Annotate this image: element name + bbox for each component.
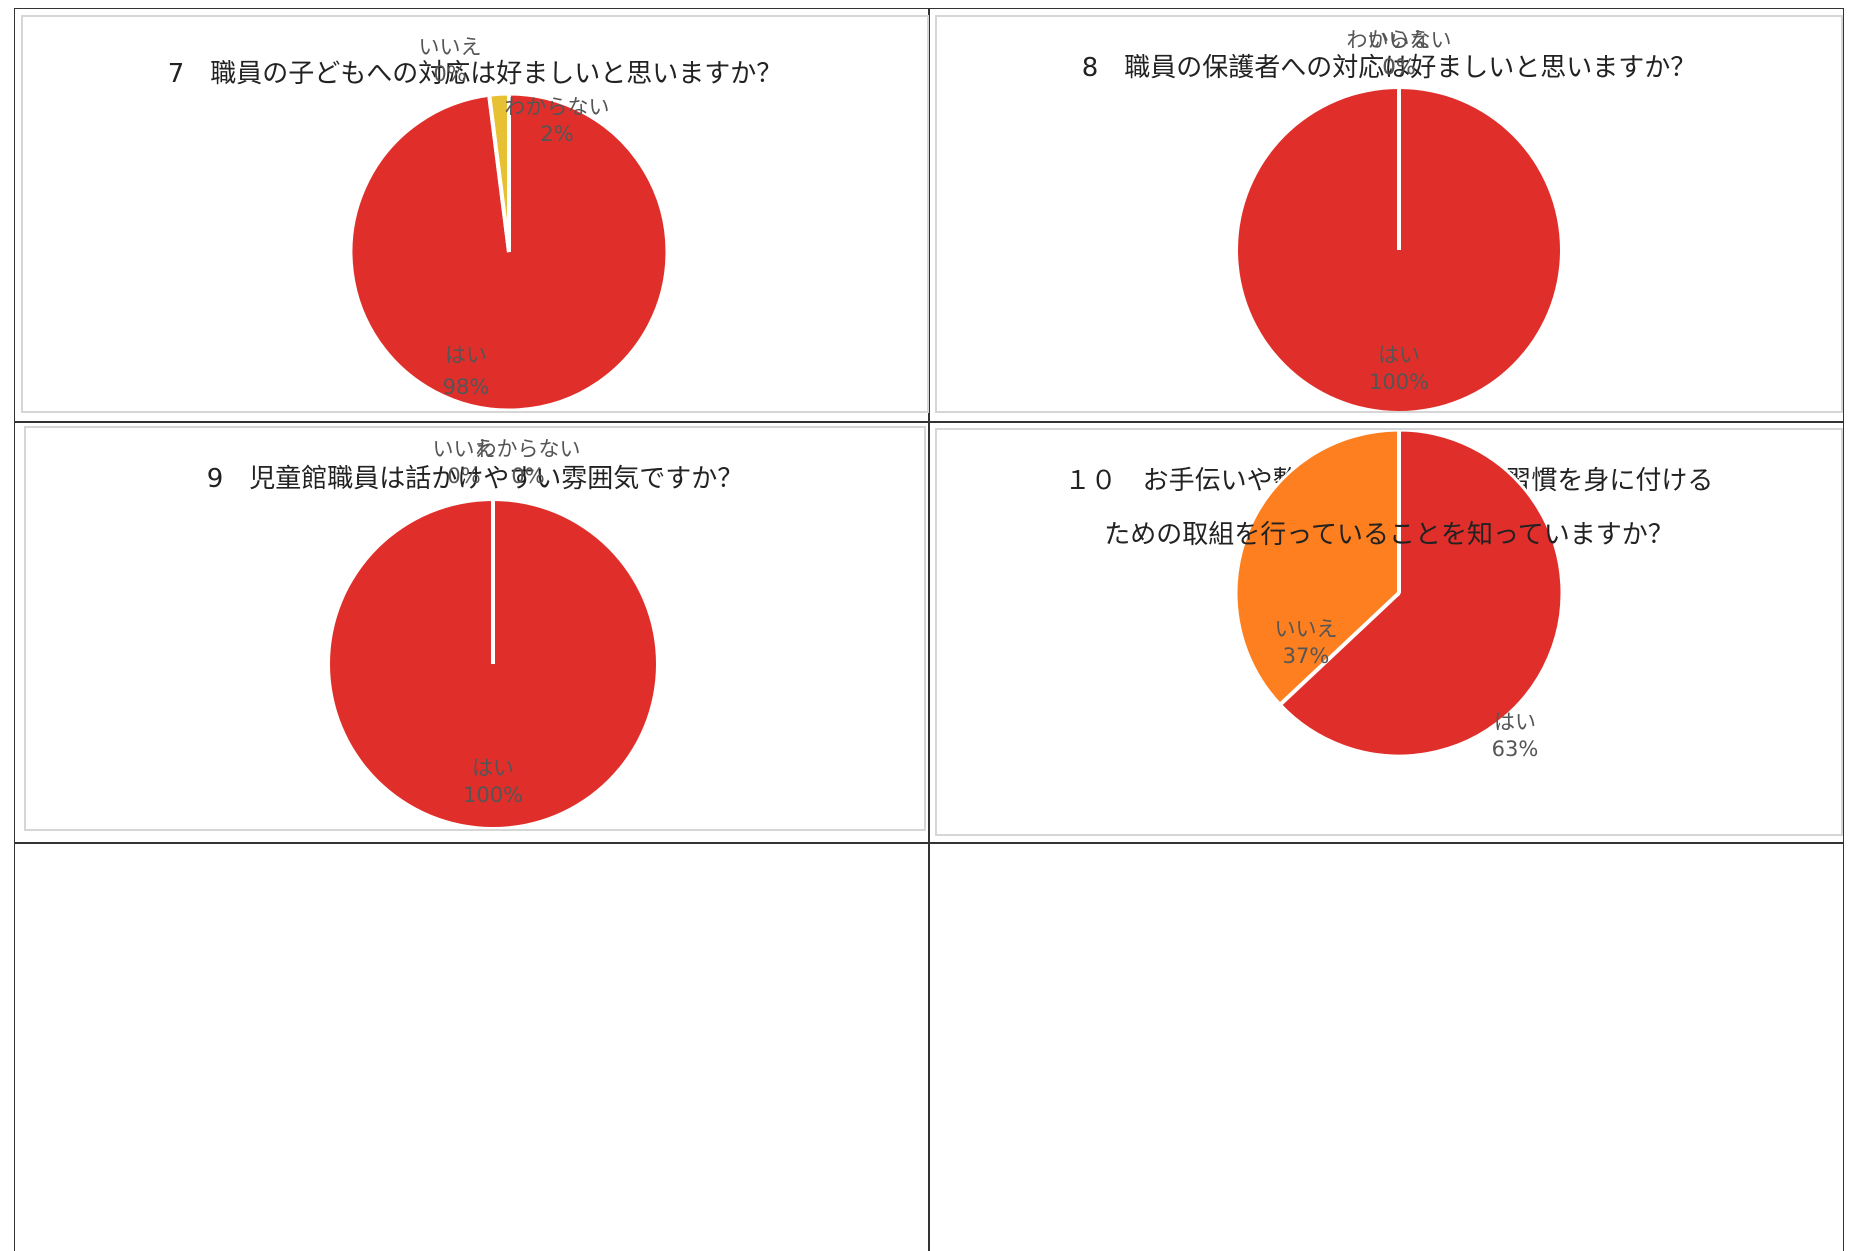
slice-value-wakaranai-q9: 0% bbox=[511, 464, 544, 488]
slices-q7 bbox=[349, 92, 669, 411]
chart-title-q7: 7 職員の子どもへの対応は好ましいと思いますか？ bbox=[167, 59, 783, 89]
pie-slice-iie-q10 bbox=[1234, 430, 1401, 707]
pie-chart-q9: はい 100% いいえ 0% わからない 0% bbox=[330, 437, 656, 827]
slice-value-hai-q9: 100% bbox=[463, 783, 523, 807]
slice-value-iie-q7: 0% bbox=[433, 62, 466, 86]
chart-panel-q7: 7 職員の子どもへの対応は好ましいと思いますか？ はい 98% いいえ 0% わ… bbox=[21, 15, 929, 413]
pie-chart-q7: はい 98% いいえ 0% わからない 2% bbox=[349, 35, 669, 411]
chart-panel-q9: 9 児童館職員は話かけやすい雰囲気ですか？ はい 100% いいえ 0% わから… bbox=[24, 426, 926, 831]
table-column-divider bbox=[928, 8, 930, 1251]
slice-label-iie-q9: いいえ bbox=[433, 437, 496, 461]
slice-value-hai-q7: 98% bbox=[443, 375, 490, 399]
table-row-divider-2 bbox=[14, 842, 1844, 844]
table-row-divider-1 bbox=[14, 421, 1844, 423]
slice-value-hai-q10: 63% bbox=[1492, 737, 1539, 761]
chart-panel-q8: 8 職員の保護者への対応は好ましいと思いますか？ はい 100% いいえ 0% … bbox=[935, 15, 1843, 413]
chart-title-q10-line-2: ための取組を行っていることを知っていますか？ bbox=[1104, 520, 1674, 550]
slice-label-hai-q7: はい bbox=[445, 343, 487, 367]
pie-chart-q10: はい 63% いいえ 37% bbox=[1234, 430, 1564, 761]
chart-title-q9: 9 児童館職員は話かけやすい雰囲気ですか？ bbox=[206, 464, 744, 494]
slice-label-hai-q10: はい bbox=[1494, 710, 1536, 734]
slice-label-wakaranai-q8: わからない bbox=[1347, 28, 1452, 52]
pie-chart-q8: はい 100% いいえ 0% わからない 0% bbox=[1238, 28, 1560, 411]
pie-slice-hai-q10 bbox=[1278, 430, 1564, 758]
slice-boundary-wakaranai-q7 bbox=[487, 94, 511, 253]
slices-q10 bbox=[1234, 430, 1564, 758]
slice-label-iie-q10: いいえ bbox=[1275, 617, 1338, 641]
slice-value-iie-q9: 0% bbox=[447, 464, 480, 488]
chart-panel-q10: １０ お手伝いや整理整頓など、生活習慣を身に付ける はい 63% いいえ 37%… bbox=[935, 428, 1843, 836]
slice-value-hai-q8: 100% bbox=[1369, 370, 1429, 394]
slice-label-wakaranai-q9: わからない bbox=[476, 437, 581, 461]
slice-label-wakaranai-q7: わからない bbox=[505, 95, 610, 119]
slices-q8 bbox=[1238, 89, 1560, 411]
slice-boundary-iie-q10 bbox=[1278, 591, 1401, 707]
slices-q9 bbox=[330, 501, 656, 827]
slice-label-hai-q9: はい bbox=[472, 756, 514, 780]
slice-label-iie-q7: いいえ bbox=[419, 35, 482, 59]
slice-value-iie-q10: 37% bbox=[1283, 644, 1330, 668]
slice-value-wakaranai-q7: 2% bbox=[540, 122, 573, 146]
slice-label-iie-q8: いいえ bbox=[1368, 28, 1431, 52]
chart-title-q8: 8 職員の保護者への対応は好ましいと思いますか？ bbox=[1081, 53, 1697, 83]
slice-label-hai-q8: はい bbox=[1378, 343, 1420, 367]
slice-value-wakaranai-q8: 0% bbox=[1382, 55, 1415, 79]
slice-value-iie-q8: 0% bbox=[1382, 55, 1415, 79]
